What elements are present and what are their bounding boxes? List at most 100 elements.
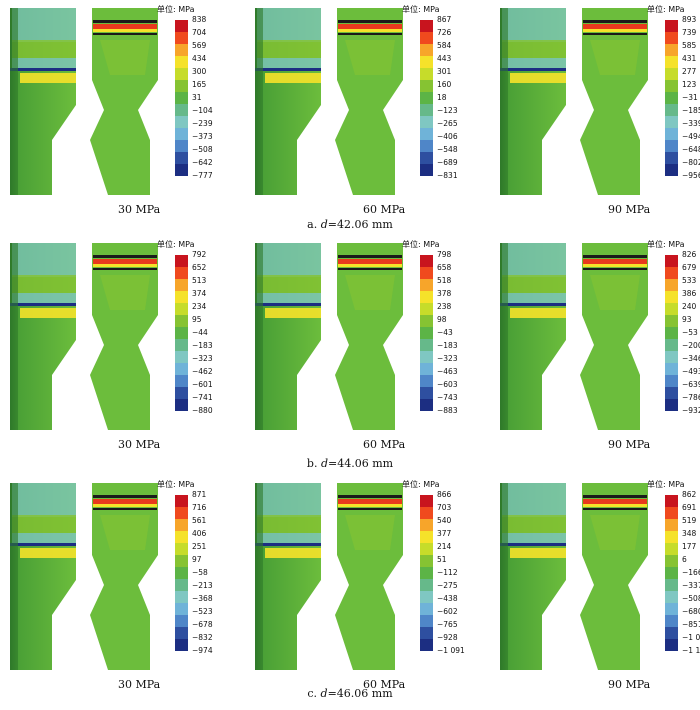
stress-contour-model	[10, 243, 158, 430]
caption-variable: d	[320, 218, 328, 231]
legend-tick-label: −265	[437, 119, 458, 128]
legend-swatch	[175, 32, 188, 44]
legend-swatch	[175, 80, 188, 92]
legend-swatch	[665, 44, 678, 56]
legend-swatch	[665, 567, 678, 579]
legend-tick-label: 214	[437, 542, 452, 551]
caption-prefix: c.	[307, 687, 321, 700]
legend-tick-label: 867	[437, 15, 452, 24]
legend-tick-label: 123	[682, 80, 697, 89]
right-component	[90, 483, 158, 670]
legend-swatch	[665, 303, 678, 315]
legend-swatch	[665, 128, 678, 140]
legend-tick-label: 443	[437, 54, 452, 63]
left-component	[500, 8, 566, 195]
legend-tick-label: 51	[437, 555, 447, 564]
legend-swatch	[175, 351, 188, 363]
caption-prefix: b.	[306, 457, 321, 470]
legend-tick-label: −185	[682, 106, 700, 115]
legend-tick-label: −602	[437, 607, 458, 616]
right-component	[90, 243, 158, 430]
left-component	[10, 243, 76, 430]
legend-swatch	[175, 531, 188, 543]
panel-caption: b. d=44.06 mm	[0, 457, 700, 470]
legend-swatch	[420, 375, 433, 387]
legend-swatch	[175, 44, 188, 56]
legend-swatch	[420, 531, 433, 543]
legend-swatch	[420, 603, 433, 615]
legend-swatch	[420, 303, 433, 315]
pressure-label: 30 MPa	[118, 203, 161, 216]
right-component	[90, 8, 158, 195]
legend-tick-label: 386	[682, 289, 697, 298]
legend-swatch	[665, 279, 678, 291]
legend-swatch	[420, 80, 433, 92]
legend-tick-label: −494	[682, 132, 700, 141]
stress-contour-model	[500, 8, 648, 195]
legend-tick-label: 97	[192, 555, 202, 564]
legend-swatch	[420, 591, 433, 603]
legend-tick-label: 703	[437, 503, 452, 512]
legend-tick-label: −183	[437, 341, 458, 350]
legend-swatch	[420, 639, 433, 651]
legend-tick-label: 434	[192, 54, 207, 63]
right-component	[335, 8, 403, 195]
legend-color-bar	[420, 495, 433, 651]
pressure-label: 90 MPa	[608, 438, 651, 451]
legend-swatch	[175, 387, 188, 399]
legend-tick-label: −275	[437, 581, 458, 590]
cell-60mpa: 单位: MPa 866 703 540 377 214 51 −112 −275 −438 −602…	[245, 475, 478, 705]
legend-tick-label: −1 091	[437, 646, 465, 655]
legend-tick-label: 165	[192, 80, 207, 89]
legend-swatch	[420, 495, 433, 507]
legend-tick-label: 374	[192, 289, 207, 298]
left-component	[255, 8, 321, 195]
legend-swatch	[665, 92, 678, 104]
legend-tick-label: 6	[682, 555, 687, 564]
caption-variable: d	[320, 457, 328, 470]
legend-swatch	[420, 291, 433, 303]
legend-swatch	[665, 339, 678, 351]
left-component	[255, 483, 321, 670]
legend-tick-label: 533	[682, 276, 697, 285]
legend-tick-label: −368	[192, 594, 213, 603]
legend-tick-label: 513	[192, 276, 207, 285]
panel-a: 单位: MPa 838 704 569 434 300 165 31 −104 −239 −373−…	[0, 0, 700, 235]
legend-tick-label: −1 022	[682, 633, 700, 642]
legend-tick-label: 584	[437, 41, 452, 50]
legend-swatch	[420, 579, 433, 591]
legend-tick-label: 378	[437, 289, 452, 298]
cell-30mpa: 单位: MPa 792 652 513 374 234 95 −44 −183 −323 −462 −…	[0, 235, 233, 465]
pressure-label: 90 MPa	[608, 203, 651, 216]
legend-tick-label: −743	[437, 393, 458, 402]
legend-color-bar	[420, 20, 433, 176]
stress-contour-model	[500, 243, 648, 430]
legend-tick-label: 431	[682, 54, 697, 63]
legend-tick-label: 716	[192, 503, 207, 512]
legend-tick-label: 234	[192, 302, 207, 311]
caption-value: =44.06 mm	[328, 457, 394, 470]
legend-swatch	[175, 303, 188, 315]
legend-tick-label: 866	[437, 490, 452, 499]
stress-contour-model	[500, 483, 648, 670]
panel-caption: a. d=42.06 mm	[0, 218, 700, 231]
legend-swatch	[175, 92, 188, 104]
legend-tick-label: −928	[437, 633, 458, 642]
legend-title: 单位: MPa	[157, 5, 195, 14]
legend-swatch	[175, 140, 188, 152]
legend-swatch	[420, 351, 433, 363]
legend-tick-label: 540	[437, 516, 452, 525]
cell-30mpa: 单位: MPa 838 704 569 434 300 165 31 −104 −239 −373 −…	[0, 0, 233, 230]
legend-swatch	[175, 591, 188, 603]
left-component	[255, 243, 321, 430]
legend-swatch	[665, 543, 678, 555]
legend-tick-label: −601	[192, 380, 213, 389]
legend-swatch	[175, 543, 188, 555]
legend-swatch	[420, 339, 433, 351]
legend-tick-label: −213	[192, 581, 213, 590]
legend-swatch	[665, 315, 678, 327]
stress-contour-model	[255, 243, 403, 430]
pressure-label: 90 MPa	[608, 678, 651, 691]
